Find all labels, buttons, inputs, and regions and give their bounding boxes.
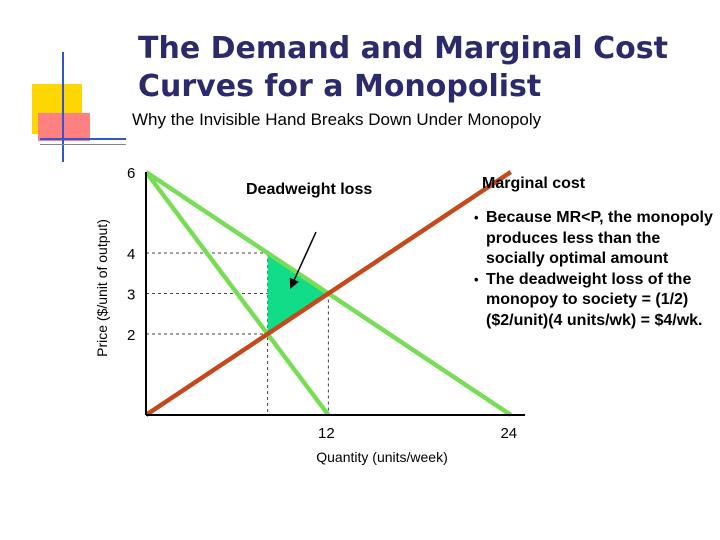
page-subtitle: Why the Invisible Hand Breaks Down Under… <box>132 110 542 129</box>
title-line-1: The Demand and Marginal Cost <box>138 31 668 66</box>
note-item: Because MR<P, the monopoly produces less… <box>474 208 714 270</box>
x-tick-label: 12 <box>318 425 335 442</box>
y-tick-label: 3 <box>127 287 135 304</box>
marginal-cost-label: Marginal cost <box>482 175 586 192</box>
marginal-cost-curve <box>144 170 513 417</box>
note-item: The deadweight loss of the monopoy to so… <box>474 270 714 332</box>
y-axis-label: Price ($/unit of output) <box>94 219 110 357</box>
deadweight-loss-label: Deadweight loss <box>246 181 372 198</box>
x-tick-label: 24 <box>500 425 517 442</box>
title-line-2: Curves for a Monopolist <box>138 69 542 104</box>
deco-blue-hline <box>40 138 126 140</box>
deco-grey-hline <box>40 144 126 145</box>
explanation-notes: Because MR<P, the monopoly produces less… <box>474 208 714 331</box>
page-title: The Demand and Marginal Cost Curves for … <box>138 30 698 106</box>
y-tick-label: 2 <box>127 327 135 344</box>
deadweight-arrow <box>289 231 317 289</box>
marginal-revenue-curve <box>144 170 331 417</box>
deco-blue-vline <box>62 52 64 162</box>
y-tick-label: 6 <box>127 165 135 182</box>
x-axis-label: Quantity (units/week) <box>316 449 448 465</box>
deco-red-block <box>38 113 90 141</box>
deadweight-loss-area <box>267 253 329 334</box>
y-tick-label: 4 <box>127 246 135 263</box>
